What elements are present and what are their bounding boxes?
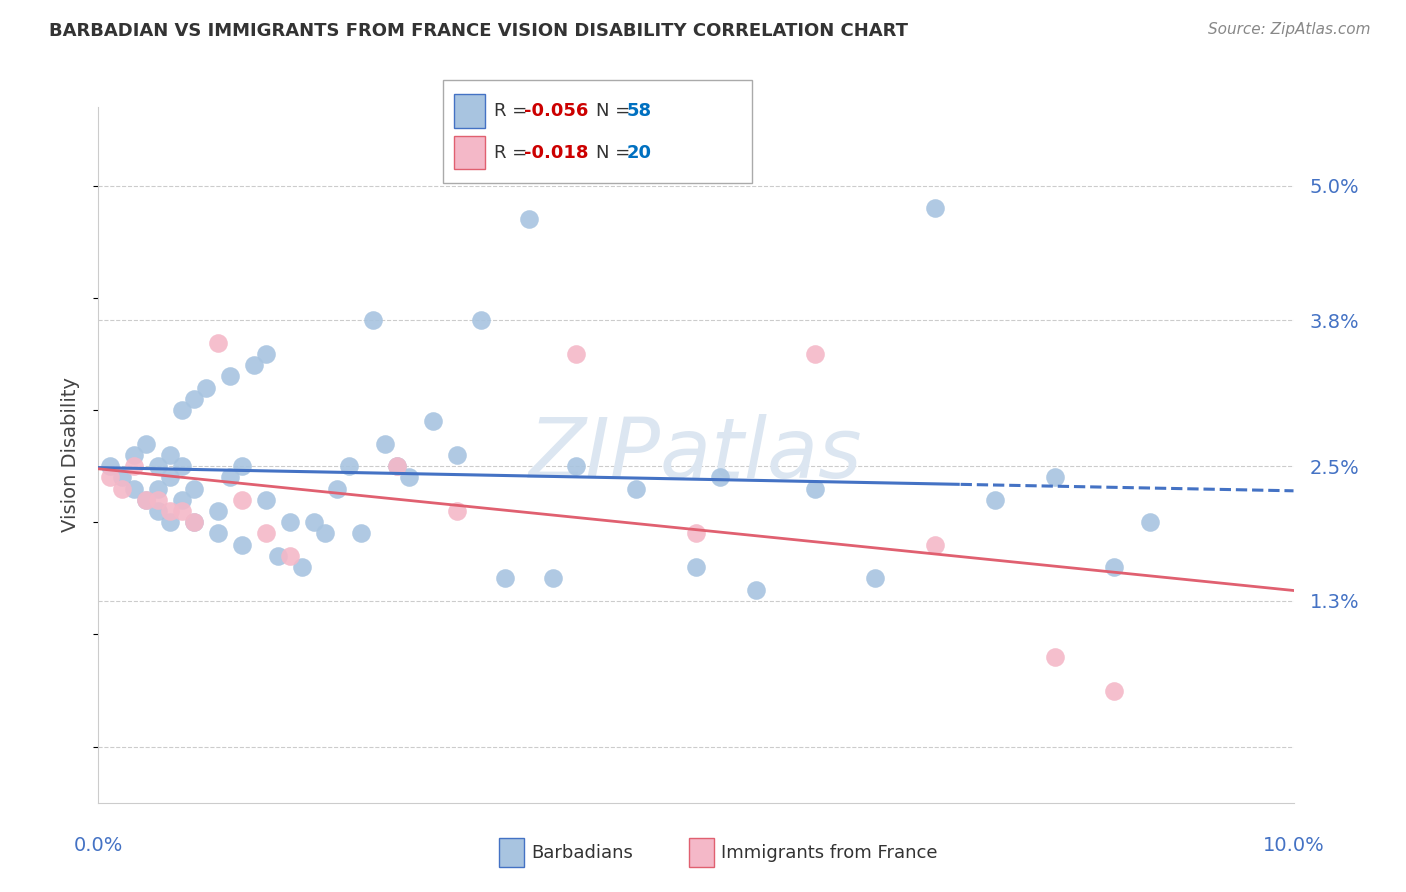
Point — [159, 448, 181, 462]
Point — [685, 560, 707, 574]
Point — [278, 549, 301, 563]
Point — [207, 335, 229, 350]
Point — [207, 526, 229, 541]
Text: 0.0%: 0.0% — [73, 837, 124, 855]
Point — [278, 515, 301, 529]
Point — [541, 571, 564, 585]
Point — [1043, 470, 1066, 484]
Point — [626, 482, 648, 496]
Point — [565, 347, 588, 361]
Point — [385, 459, 409, 474]
Point — [685, 526, 707, 541]
Point — [446, 504, 468, 518]
Point — [159, 515, 181, 529]
Point — [1139, 515, 1161, 529]
Point — [494, 571, 516, 585]
Point — [219, 470, 242, 484]
Point — [254, 492, 277, 507]
Point — [148, 504, 170, 518]
Point — [148, 482, 170, 496]
Point — [195, 381, 218, 395]
Point — [159, 504, 181, 518]
Point — [231, 459, 253, 474]
Y-axis label: Vision Disability: Vision Disability — [60, 377, 80, 533]
Point — [374, 436, 396, 450]
Point — [924, 538, 946, 552]
Text: R =: R = — [494, 102, 533, 120]
Point — [124, 459, 146, 474]
Point — [231, 492, 253, 507]
Point — [1104, 560, 1126, 574]
Point — [865, 571, 887, 585]
Point — [148, 492, 170, 507]
Point — [148, 459, 170, 474]
Text: N =: N = — [596, 144, 636, 161]
Point — [422, 414, 444, 428]
Point — [100, 459, 122, 474]
Point — [207, 504, 229, 518]
Text: Source: ZipAtlas.com: Source: ZipAtlas.com — [1208, 22, 1371, 37]
Point — [398, 470, 420, 484]
Point — [172, 504, 194, 518]
Point — [350, 526, 373, 541]
Point — [709, 470, 731, 484]
Point — [470, 313, 492, 327]
Text: 10.0%: 10.0% — [1263, 837, 1324, 855]
Point — [804, 482, 827, 496]
Point — [1104, 683, 1126, 698]
Text: N =: N = — [596, 102, 636, 120]
Point — [254, 347, 277, 361]
Point — [745, 582, 768, 597]
Text: Barbadians: Barbadians — [531, 844, 633, 862]
Point — [267, 549, 290, 563]
Point — [135, 492, 157, 507]
Point — [183, 515, 205, 529]
Point — [302, 515, 325, 529]
Point — [1043, 649, 1066, 664]
Point — [565, 459, 588, 474]
Point — [231, 538, 253, 552]
Text: ZIPatlas: ZIPatlas — [529, 415, 863, 495]
Point — [446, 448, 468, 462]
Point — [172, 459, 194, 474]
Text: -0.018: -0.018 — [524, 144, 589, 161]
Text: -0.056: -0.056 — [524, 102, 589, 120]
Point — [111, 470, 134, 484]
Point — [172, 492, 194, 507]
Point — [219, 369, 242, 384]
Point — [254, 526, 277, 541]
Point — [159, 470, 181, 484]
Point — [183, 392, 205, 406]
Text: 20: 20 — [627, 144, 652, 161]
Text: R =: R = — [494, 144, 533, 161]
Point — [135, 436, 157, 450]
Point — [339, 459, 360, 474]
Point — [183, 515, 205, 529]
Point — [326, 482, 349, 496]
Point — [924, 201, 946, 215]
Point — [984, 492, 1007, 507]
Point — [385, 459, 409, 474]
Point — [291, 560, 314, 574]
Point — [315, 526, 337, 541]
Point — [124, 448, 146, 462]
Point — [363, 313, 385, 327]
Text: Immigrants from France: Immigrants from France — [721, 844, 938, 862]
Text: 58: 58 — [627, 102, 652, 120]
Point — [135, 492, 157, 507]
Point — [243, 358, 266, 372]
Point — [111, 482, 134, 496]
Point — [100, 470, 122, 484]
Text: BARBADIAN VS IMMIGRANTS FROM FRANCE VISION DISABILITY CORRELATION CHART: BARBADIAN VS IMMIGRANTS FROM FRANCE VISI… — [49, 22, 908, 40]
Point — [183, 482, 205, 496]
Point — [172, 403, 194, 417]
Point — [804, 347, 827, 361]
Point — [517, 212, 540, 227]
Point — [124, 482, 146, 496]
